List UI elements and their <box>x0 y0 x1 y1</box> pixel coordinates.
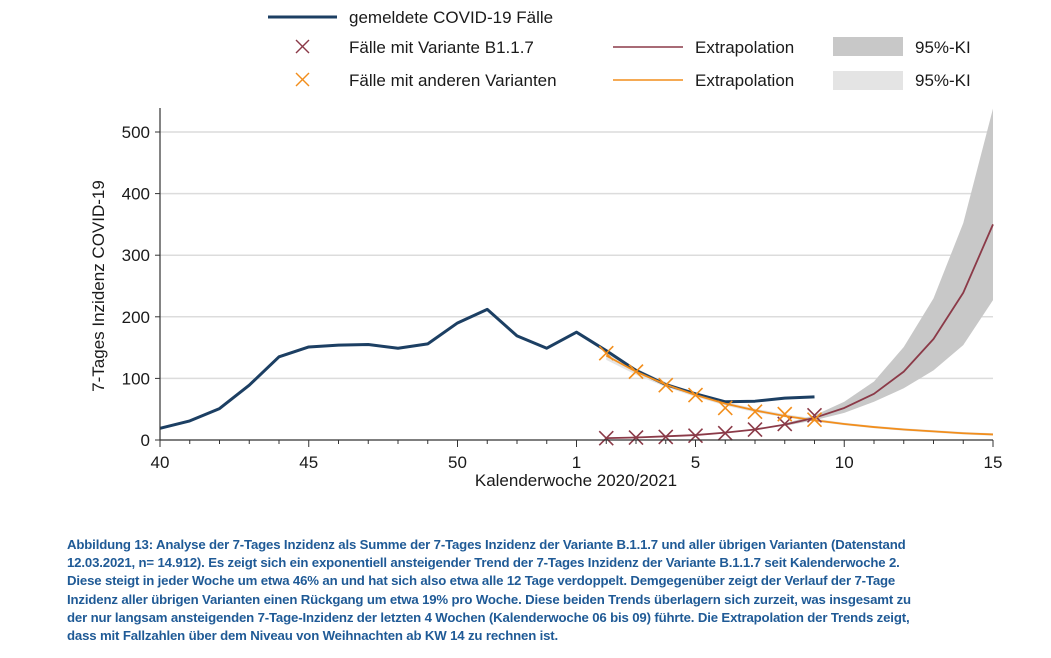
marker-stroke <box>658 377 674 393</box>
legend-b117-ci-label: 95%-KI <box>915 38 971 57</box>
legend-b117-extrap-label: Extrapolation <box>695 38 794 57</box>
y-tick-label: 100 <box>122 369 150 388</box>
legend-b117-marker-icon <box>295 39 310 54</box>
figure-caption: Abbildung 13: Analyse der 7-Tages Inzide… <box>67 536 1037 645</box>
x-tick-label: 5 <box>691 453 700 472</box>
x-tick-label: 10 <box>835 453 854 472</box>
b117-data-point <box>628 429 644 446</box>
y-tick-label: 500 <box>122 123 150 142</box>
other-variants-data-point <box>777 406 793 422</box>
y-axis-title: 7-Tages Inzidenz COVID-19 <box>89 180 108 392</box>
legend-other-ci-swatch <box>833 71 903 90</box>
other-variants-data-point <box>747 404 763 420</box>
marker-stroke <box>628 364 644 380</box>
other-variants-data-point <box>806 412 823 428</box>
gridlines <box>160 131 993 380</box>
b117-ci-band <box>784 108 993 426</box>
caption-line: der nur langsam ansteigenden 7-Tage-Inzi… <box>67 609 910 625</box>
legend-b117-ci-swatch <box>833 37 903 56</box>
other-variants-data-point <box>598 345 614 361</box>
marker-stroke <box>777 406 793 422</box>
x-tick-label: 45 <box>299 453 318 472</box>
other-variants-data-point <box>628 364 644 380</box>
x-tick-label: 40 <box>151 453 170 472</box>
legend-other-label: Fälle mit anderen Varianten <box>349 71 557 90</box>
other-extrapolation-line <box>605 354 994 436</box>
y-tick-label: 300 <box>122 246 150 265</box>
y-tick-label: 400 <box>122 185 150 204</box>
y-tick-label: 0 <box>141 431 150 450</box>
other-variants-data-point <box>658 377 674 393</box>
x-axis-title: Kalenderwoche 2020/2021 <box>475 471 677 490</box>
legend-other-marker-icon <box>295 72 310 87</box>
marker-stroke <box>806 412 823 428</box>
marker-stroke <box>598 345 614 361</box>
marker-stroke <box>747 404 763 420</box>
marker-stroke <box>687 387 704 403</box>
marker-stroke <box>598 430 614 446</box>
b117-data-point <box>806 407 823 423</box>
series-markers <box>598 345 823 446</box>
legend-b117-label: Fälle mit Variante B1.1.7 <box>349 38 534 57</box>
legend: gemeldete COVID-19 Fälle Fälle mit Varia… <box>268 8 971 90</box>
reported-cases-line <box>159 307 815 430</box>
b117-data-point <box>747 421 763 438</box>
series-lines <box>159 224 994 440</box>
marker-stroke <box>806 407 823 423</box>
caption-line: Abbildung 13: Analyse der 7-Tages Inzide… <box>67 537 906 552</box>
marker-stroke <box>717 400 733 416</box>
x-tick-label: 50 <box>448 453 467 472</box>
incidence-chart: gemeldete COVID-19 Fälle Fälle mit Varia… <box>89 8 1003 490</box>
caption-line: Inzidenz aller übrigen Varianten einen R… <box>67 591 911 607</box>
x-tick-label: 1 <box>572 453 581 472</box>
caption-line: 12.03.2021, n= 14.912). Es zeigt sich ei… <box>67 555 900 571</box>
x-tick-label: 15 <box>984 453 1003 472</box>
b117-data-point <box>598 430 614 446</box>
b117-data-point <box>658 429 674 445</box>
caption-line: Diese steigt in jeder Woche um etwa 46% … <box>67 573 896 589</box>
marker-stroke <box>658 429 674 445</box>
b117-data-point <box>717 425 733 441</box>
caption-line: dass mit Fallzahlen über dem Niveau von … <box>67 628 559 644</box>
b117-extrapolation-line <box>606 224 994 440</box>
other-variants-data-point <box>717 400 733 416</box>
marker-stroke <box>747 421 763 438</box>
legend-other-extrap-label: Extrapolation <box>695 71 794 90</box>
marker-stroke <box>717 425 733 441</box>
legend-other-ci-label: 95%-KI <box>915 71 971 90</box>
marker-stroke <box>628 429 644 446</box>
other-variants-data-point <box>687 387 704 403</box>
y-tick-label: 200 <box>122 308 150 327</box>
legend-reported-label: gemeldete COVID-19 Fälle <box>349 8 553 27</box>
